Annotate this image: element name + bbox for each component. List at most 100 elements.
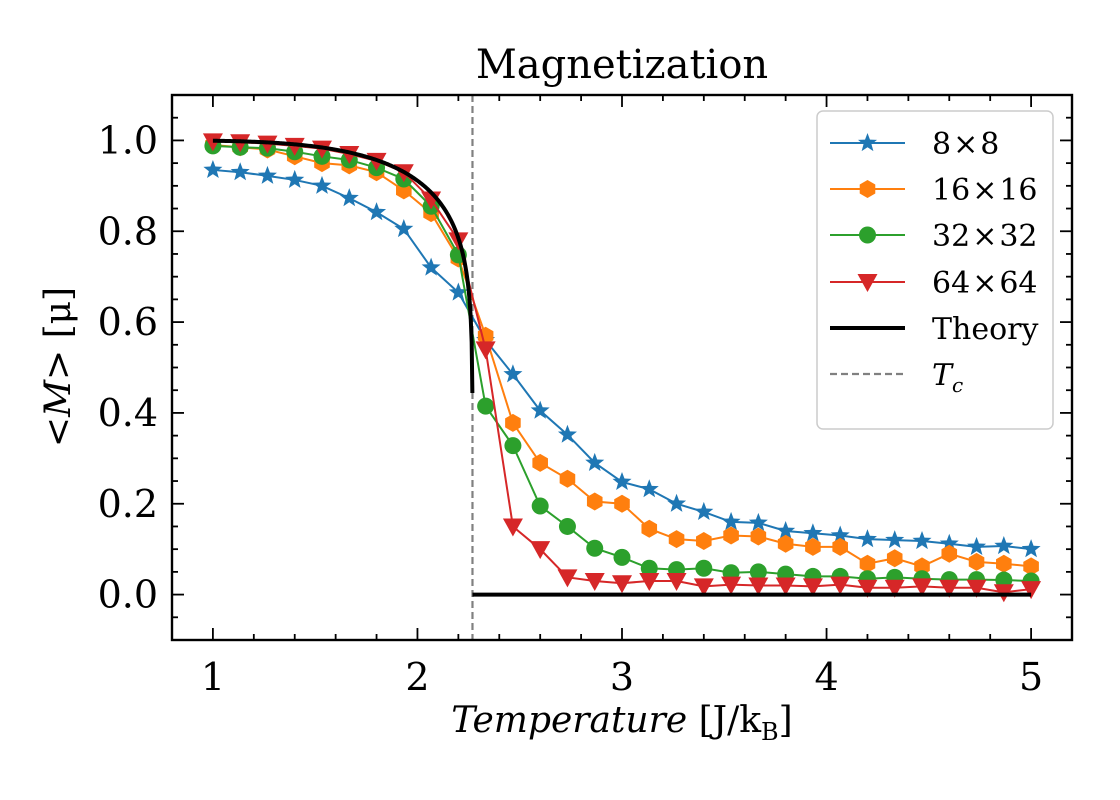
legend-label: Theory bbox=[932, 312, 1038, 347]
data-point bbox=[884, 579, 905, 598]
data-point bbox=[505, 413, 521, 432]
data-point bbox=[257, 135, 278, 154]
data-point bbox=[748, 577, 769, 596]
legend-swatch-marker bbox=[857, 274, 878, 292]
x-axis-label-unit: [J/k bbox=[699, 700, 763, 741]
data-point bbox=[830, 525, 850, 544]
data-point bbox=[586, 539, 604, 557]
legend-label: 16×16 bbox=[932, 173, 1038, 208]
data-point bbox=[614, 494, 630, 513]
data-point bbox=[968, 552, 985, 571]
data-point bbox=[558, 517, 576, 535]
data-point bbox=[939, 533, 959, 552]
data-point bbox=[613, 548, 631, 566]
x-tick-label: 5 bbox=[1019, 655, 1043, 699]
data-point bbox=[639, 572, 660, 591]
data-point bbox=[802, 578, 823, 597]
legend-entry: 16×16 bbox=[830, 173, 1038, 208]
data-point bbox=[640, 559, 658, 577]
x-axis-label-unit-sub: B bbox=[761, 718, 779, 746]
data-point bbox=[532, 453, 548, 472]
data-point bbox=[612, 471, 632, 491]
legend-entry: 8×8 bbox=[830, 127, 999, 162]
legend-label: 8×8 bbox=[932, 127, 999, 162]
data-point bbox=[394, 218, 414, 238]
data-point bbox=[339, 188, 359, 207]
data-point bbox=[285, 169, 305, 189]
data-point bbox=[639, 479, 659, 498]
data-point bbox=[557, 424, 577, 443]
data-point bbox=[502, 518, 523, 537]
data-point bbox=[776, 521, 796, 540]
y-axis-label: <M> [μ] bbox=[38, 287, 79, 447]
x-tick-label: 4 bbox=[814, 655, 838, 699]
x-tick-label: 3 bbox=[610, 655, 634, 699]
data-point bbox=[749, 563, 767, 581]
data-point bbox=[203, 159, 223, 179]
legend-entry-theory: Theory bbox=[830, 312, 1038, 347]
x-axis-label: Temperature [J/kB] bbox=[451, 700, 792, 746]
data-point bbox=[803, 523, 823, 542]
data-point bbox=[967, 536, 987, 555]
y-axis-label-unit: [μ] bbox=[38, 287, 79, 339]
data-point bbox=[641, 519, 658, 538]
data-point bbox=[557, 569, 578, 588]
data-point bbox=[1021, 539, 1041, 558]
legend-swatch-marker bbox=[857, 133, 878, 152]
data-point bbox=[995, 571, 1013, 589]
data-point bbox=[748, 512, 768, 531]
plot-area bbox=[202, 95, 1042, 640]
y-tick-label: 1.0 bbox=[98, 118, 158, 162]
x-axis-label-unit-close: ] bbox=[779, 700, 793, 741]
data-point bbox=[448, 282, 468, 301]
x-axis-label-main: Temperature bbox=[451, 700, 687, 741]
data-point bbox=[994, 535, 1014, 555]
y-axis-label-space bbox=[38, 338, 79, 349]
data-point bbox=[475, 341, 496, 360]
data-point bbox=[723, 526, 739, 545]
theory-curve bbox=[212, 138, 1032, 597]
data-point bbox=[503, 364, 523, 383]
plot-frame bbox=[170, 93, 1074, 642]
legend-swatch-marker bbox=[859, 180, 876, 198]
data-point bbox=[504, 437, 522, 455]
data-point bbox=[257, 165, 277, 184]
data-point bbox=[586, 492, 603, 511]
legend: 8×8 16×16 32×32 64×64 Theory Tc bbox=[816, 110, 1054, 430]
y-tick-label: 0.2 bbox=[98, 482, 158, 526]
x-tick-label: 2 bbox=[405, 655, 429, 699]
axis-ticks: 1 2 3 4 5 0.0 0.2 0.4 0.6 0.8 1.0 bbox=[98, 94, 1073, 699]
y-tick-label: 0.4 bbox=[98, 391, 158, 435]
data-point bbox=[857, 579, 878, 598]
data-point bbox=[531, 497, 549, 515]
data-point bbox=[695, 559, 713, 577]
data-point bbox=[777, 534, 794, 553]
y-tick-label: 0.6 bbox=[98, 300, 158, 344]
data-point bbox=[941, 544, 958, 563]
data-point bbox=[996, 554, 1012, 573]
legend-entry: 32×32 bbox=[830, 219, 1038, 254]
data-point bbox=[750, 527, 767, 546]
data-point bbox=[859, 554, 876, 573]
data-point bbox=[584, 572, 605, 591]
data-point bbox=[857, 529, 877, 548]
data-point bbox=[530, 541, 551, 560]
data-point bbox=[721, 576, 742, 595]
data-point bbox=[886, 549, 903, 568]
data-point bbox=[694, 501, 714, 521]
data-point bbox=[912, 530, 932, 550]
data-point bbox=[421, 257, 441, 276]
data-point bbox=[530, 400, 550, 419]
data-point bbox=[912, 578, 933, 597]
data-point bbox=[667, 493, 687, 512]
data-point bbox=[775, 577, 796, 596]
legend-label: 64×64 bbox=[932, 266, 1038, 301]
data-point bbox=[696, 531, 712, 550]
data-point bbox=[966, 579, 987, 598]
data-point bbox=[832, 537, 848, 556]
chart-title: Magnetization bbox=[476, 42, 768, 88]
legend-label: 32×32 bbox=[932, 219, 1038, 254]
data-point bbox=[830, 576, 851, 595]
legend-frame bbox=[816, 110, 1054, 430]
